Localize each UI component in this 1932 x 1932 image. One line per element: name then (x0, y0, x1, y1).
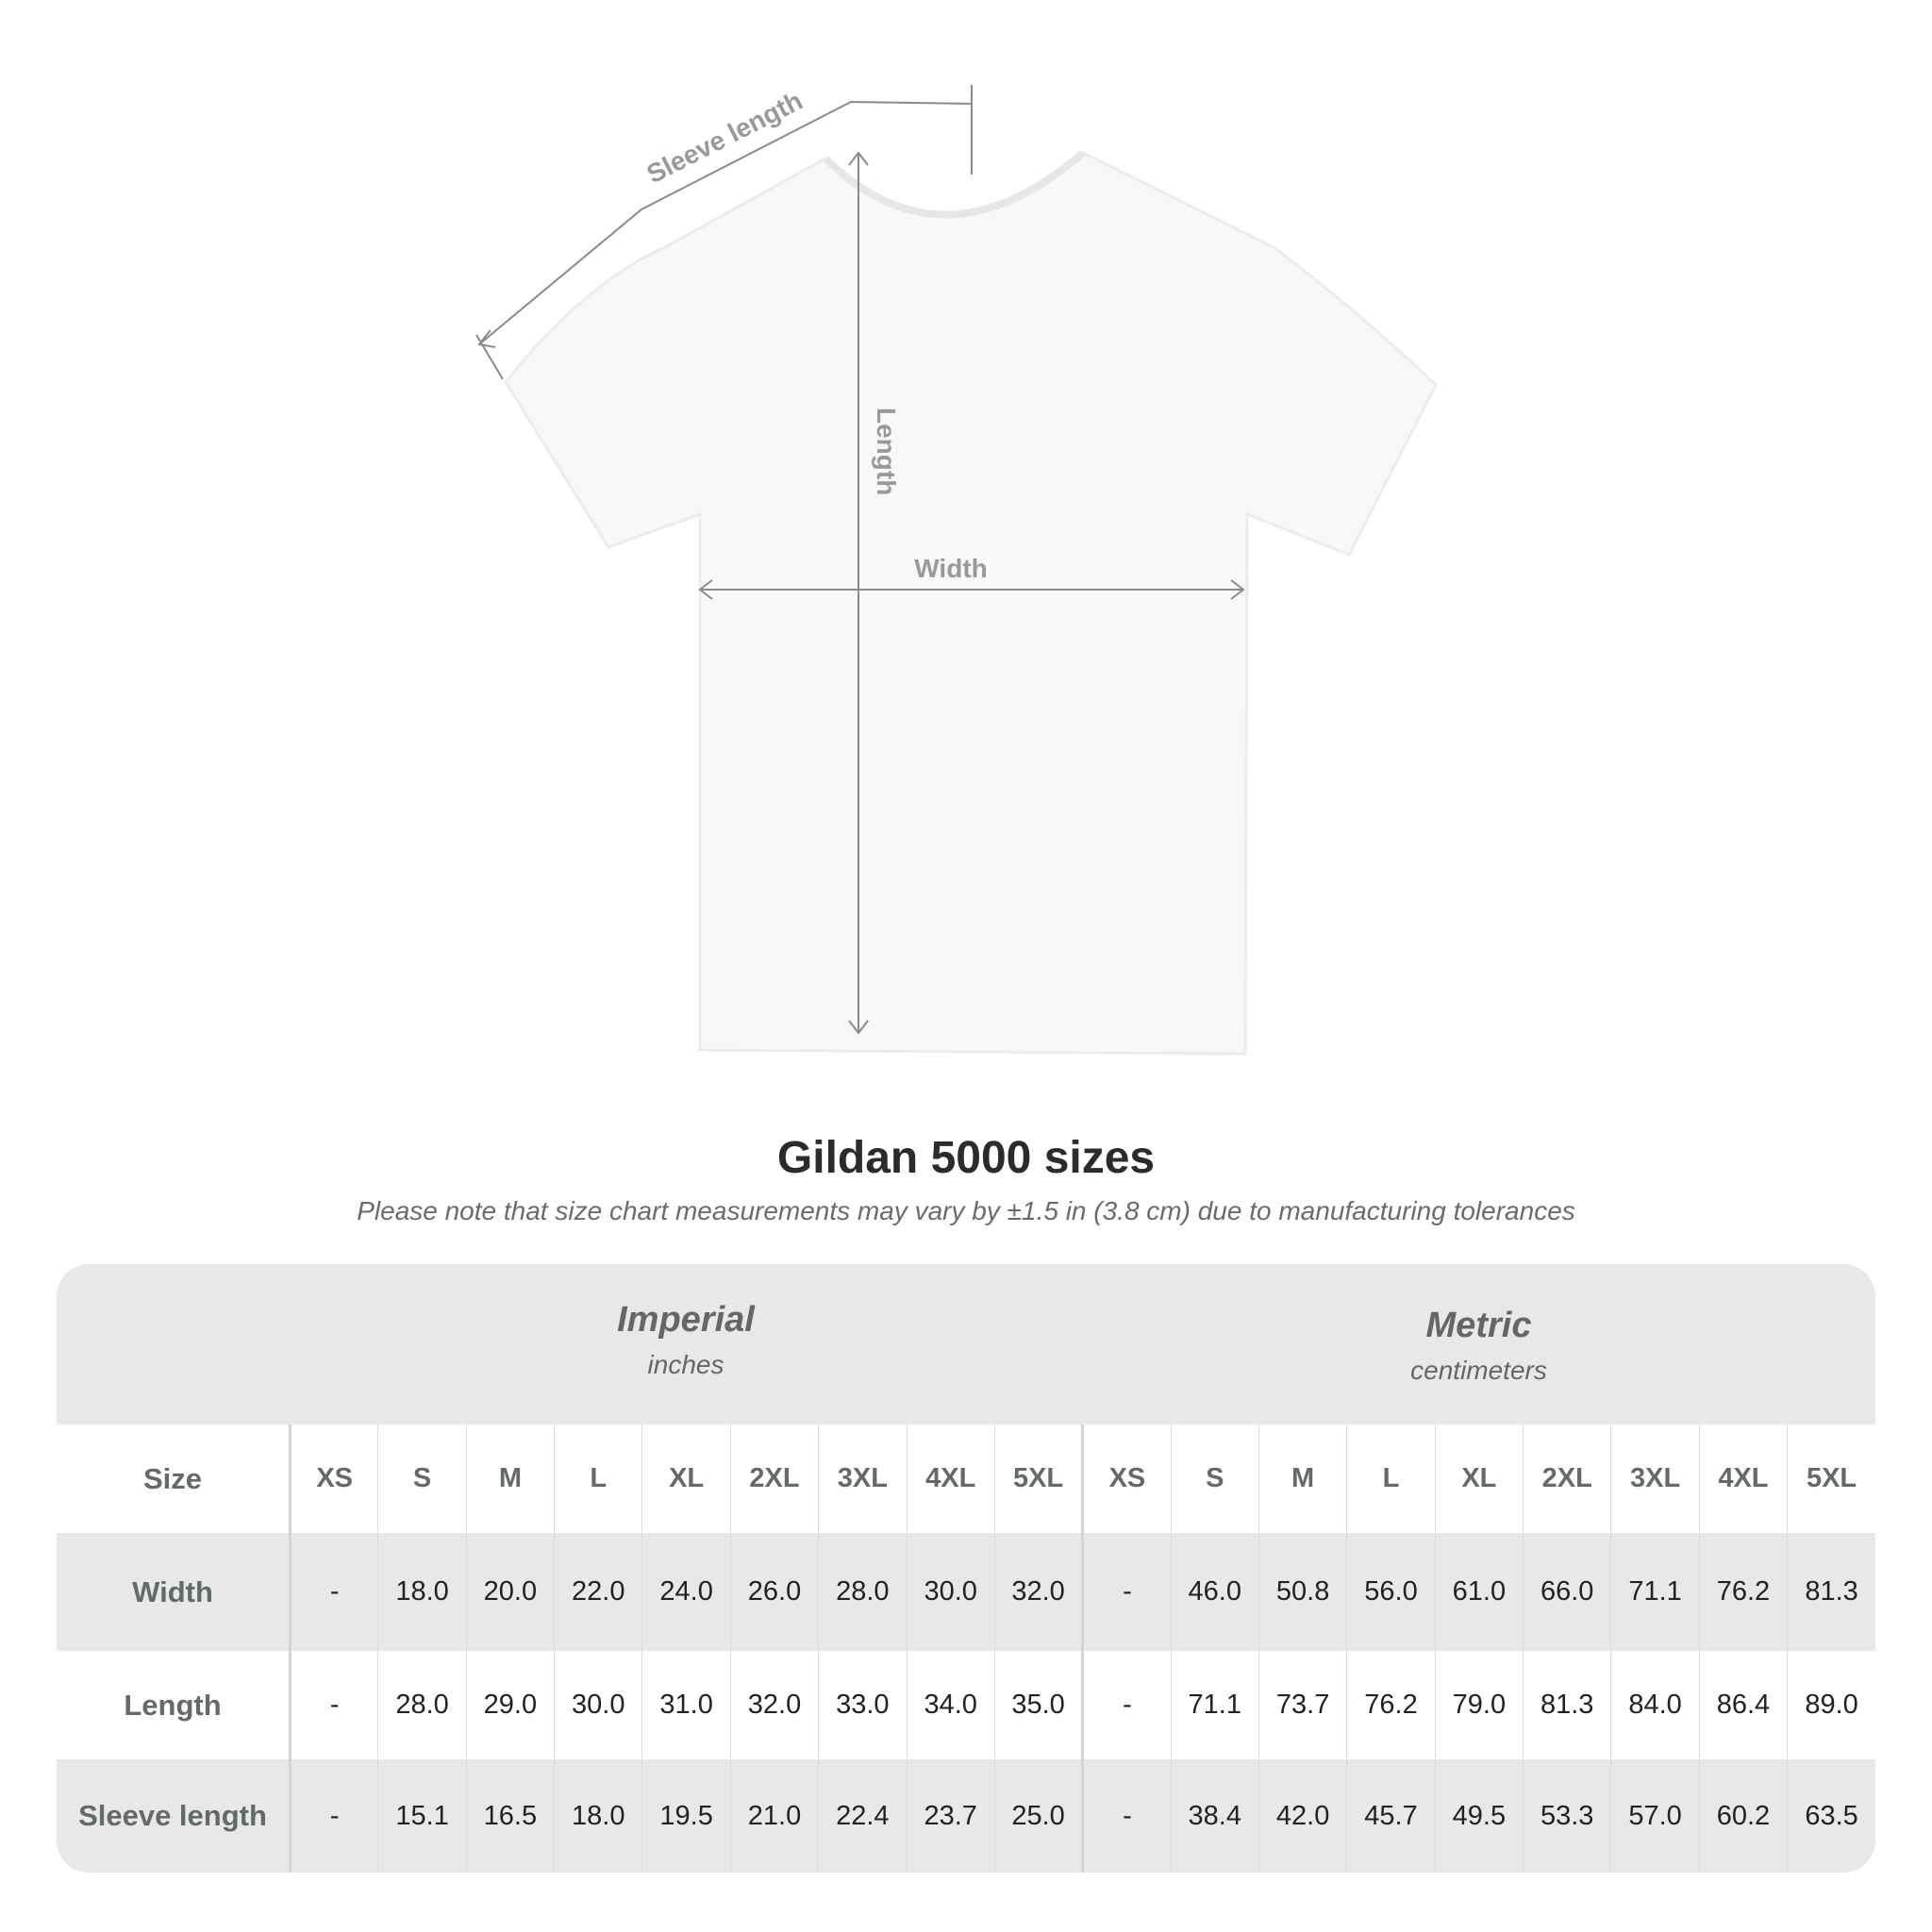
metric-size-m: M (1257, 1424, 1347, 1533)
table-row: Width -18.0 20.0 22.0 24.0 26.0 28.0 30.0 32.0-4… (57, 1533, 1875, 1651)
metric-size-xl: XL (1434, 1424, 1524, 1533)
size-header-row: Size XS S M L XL 2XL 3XL 4XL 5XL XS S M L XL 2XL 3XL 4XL 5… (57, 1424, 1875, 1533)
metric-value: 84.0 (1610, 1651, 1700, 1759)
imperial-value: 23.7 (906, 1759, 995, 1873)
imperial-size-s: S (377, 1424, 467, 1533)
metric-value: 45.7 (1346, 1759, 1436, 1873)
tshirt-diagram: Sleeve length Length Width (475, 85, 1438, 1056)
metric-value: 76.2 (1698, 1533, 1788, 1651)
metric-size-l: L (1346, 1424, 1436, 1533)
imperial-unit: inches (647, 1350, 724, 1379)
metric-value: 66.0 (1523, 1533, 1611, 1651)
imperial-heading: Imperial (617, 1300, 755, 1340)
size-table: Imperial inches Metric centimeters Size X… (57, 1264, 1875, 1873)
imperial-size-xl: XL (641, 1424, 731, 1533)
tshirt-illustration (504, 151, 1438, 1056)
metric-value: 38.4 (1170, 1759, 1259, 1873)
metric-unit: centimeters (1410, 1356, 1547, 1385)
imperial-size-xs: XS (289, 1424, 378, 1533)
tolerance-note: Please note that size chart measurements… (357, 1196, 1575, 1225)
imperial-value: - (289, 1533, 378, 1651)
imperial-value: 15.1 (377, 1759, 467, 1873)
metric-value: 73.7 (1257, 1651, 1347, 1759)
imperial-value: 22.4 (818, 1759, 908, 1873)
metric-value: 76.2 (1346, 1651, 1436, 1759)
imperial-value: 30.0 (554, 1651, 642, 1759)
metric-value: 79.0 (1434, 1651, 1524, 1759)
metric-value: 71.1 (1170, 1651, 1259, 1759)
imperial-header: Imperial inches (290, 1300, 1082, 1380)
metric-size-s: S (1170, 1424, 1259, 1533)
imperial-value: 33.0 (818, 1651, 908, 1759)
measurement-table: Size XS S M L XL 2XL 3XL 4XL 5XL XS S M L XL 2XL 3XL 4XL 5… (57, 1424, 1875, 1873)
metric-size-xs: XS (1081, 1424, 1172, 1533)
metric-heading: Metric (1425, 1306, 1532, 1345)
imperial-size-3xl: 3XL (818, 1424, 908, 1533)
metric-size-3xl: 3XL (1610, 1424, 1700, 1533)
metric-value: - (1081, 1533, 1172, 1651)
table-row: Length -28.0 29.0 30.0 31.0 32.0 33.0 34.0 35.0-… (57, 1651, 1875, 1759)
metric-value: 56.0 (1346, 1533, 1436, 1651)
imperial-value: 16.5 (465, 1759, 555, 1873)
imperial-value: 22.0 (554, 1533, 642, 1651)
metric-value: 61.0 (1434, 1533, 1524, 1651)
imperial-value: 26.0 (729, 1533, 819, 1651)
metric-value: 46.0 (1170, 1533, 1259, 1651)
imperial-value: 18.0 (377, 1533, 467, 1651)
metric-size-2xl: 2XL (1523, 1424, 1611, 1533)
imperial-size-m: M (465, 1424, 555, 1533)
imperial-value: 32.0 (993, 1533, 1083, 1651)
metric-value: 81.3 (1523, 1651, 1611, 1759)
metric-value: 50.8 (1257, 1533, 1347, 1651)
table-row: Sleeve length -15.1 16.5 18.0 19.5 21.0 22.4 23… (57, 1759, 1875, 1873)
imperial-value: 28.0 (818, 1533, 908, 1651)
metric-size-4xl: 4XL (1698, 1424, 1788, 1533)
imperial-value: 18.0 (554, 1759, 642, 1873)
imperial-value: 20.0 (465, 1533, 555, 1651)
metric-value: 53.3 (1523, 1759, 1611, 1873)
imperial-value: - (289, 1651, 378, 1759)
imperial-value: 21.0 (729, 1759, 819, 1873)
metric-value: 89.0 (1787, 1651, 1875, 1759)
metric-value: 71.1 (1610, 1533, 1700, 1651)
metric-size-5xl: 5XL (1787, 1424, 1875, 1533)
row-label: Sleeve length (57, 1759, 291, 1873)
metric-value: 42.0 (1257, 1759, 1347, 1873)
imperial-value: 34.0 (906, 1651, 995, 1759)
metric-value: - (1081, 1759, 1172, 1873)
length-label: Length (872, 408, 901, 495)
imperial-value: 35.0 (993, 1651, 1083, 1759)
row-label: Width (57, 1533, 291, 1651)
imperial-value: 19.5 (641, 1759, 731, 1873)
sleeve-length-line (478, 100, 973, 345)
metric-value: 49.5 (1434, 1759, 1524, 1873)
imperial-value: 29.0 (465, 1651, 555, 1759)
imperial-value: - (289, 1759, 378, 1873)
imperial-value: 24.0 (641, 1533, 731, 1651)
imperial-value: 30.0 (906, 1533, 995, 1651)
page-title: Gildan 5000 sizes (776, 1133, 1156, 1183)
imperial-value: 25.0 (993, 1759, 1083, 1873)
imperial-size-4xl: 4XL (906, 1424, 995, 1533)
width-label: Width (914, 554, 988, 583)
metric-value: - (1081, 1651, 1172, 1759)
imperial-size-2xl: 2XL (729, 1424, 819, 1533)
row-label: Length (57, 1651, 291, 1759)
size-label: Size (57, 1424, 291, 1533)
metric-value: 63.5 (1787, 1759, 1875, 1873)
metric-value: 60.2 (1698, 1759, 1788, 1873)
imperial-size-l: L (554, 1424, 642, 1533)
imperial-value: 31.0 (641, 1651, 731, 1759)
imperial-value: 32.0 (729, 1651, 819, 1759)
metric-value: 81.3 (1787, 1533, 1875, 1651)
metric-value: 86.4 (1698, 1651, 1788, 1759)
imperial-size-5xl: 5XL (993, 1424, 1083, 1533)
metric-header: Metric centimeters (1082, 1306, 1875, 1386)
imperial-value: 28.0 (377, 1651, 467, 1759)
metric-value: 57.0 (1610, 1759, 1700, 1873)
